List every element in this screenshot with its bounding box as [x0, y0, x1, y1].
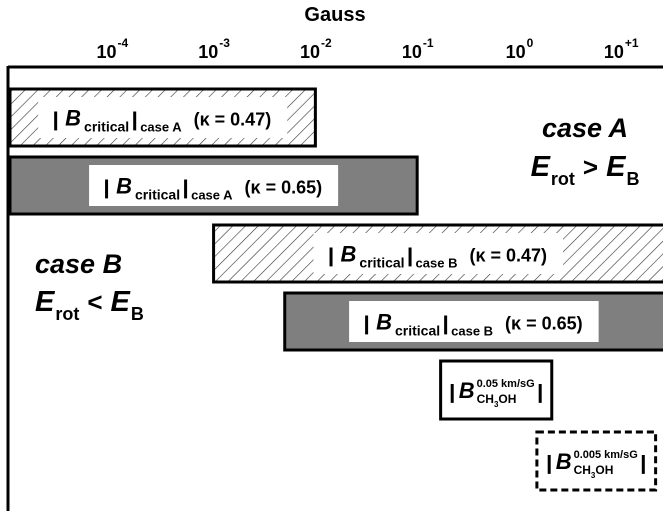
label-case: case A	[140, 120, 182, 135]
label-kappa: (κ = 0.47)	[469, 246, 547, 266]
annotation-symbol: E	[111, 286, 132, 318]
annotation-operator: >	[583, 152, 598, 182]
range-box	[535, 430, 658, 492]
label-kappa: (κ = 0.65)	[245, 178, 323, 198]
x-tick-exponent: -2	[321, 36, 332, 50]
x-tick-label: 10	[604, 42, 624, 62]
annotation-operator: <	[87, 287, 102, 317]
label-kappa: (κ = 0.65)	[505, 314, 583, 334]
label-box	[38, 97, 288, 138]
label-superscript: 0.05 km/sG	[477, 378, 535, 390]
label-symbol: B	[556, 449, 572, 474]
label-subscript: 3	[494, 400, 499, 409]
label-subscript: OH	[498, 392, 516, 406]
label-case: case B	[416, 256, 458, 271]
annotation-symbol: E	[35, 286, 56, 318]
x-tick-label: 10	[96, 42, 116, 62]
x-tick-label: 10	[198, 42, 218, 62]
x-tick-exponent: -3	[219, 36, 230, 50]
label-symbol: B	[65, 106, 81, 131]
x-tick-exponent: +1	[625, 36, 639, 50]
label-case: case A	[191, 188, 233, 203]
label-subscript: CH	[574, 463, 591, 477]
label-subscript: CH	[477, 392, 494, 406]
label-box	[89, 165, 339, 206]
x-axis-title: Gauss	[304, 4, 365, 26]
label-subscript: critical	[135, 187, 180, 203]
annotation-subscript: rot	[55, 304, 79, 324]
annotation-title: case B	[35, 249, 122, 279]
annotation-subscript: B	[131, 304, 144, 324]
label-subscript: 3	[591, 471, 596, 480]
label-kappa: (κ = 0.47)	[194, 110, 272, 130]
x-tick-exponent: 0	[527, 36, 534, 50]
label-symbol: B	[341, 242, 357, 267]
annotation-title: case A	[542, 113, 628, 143]
annotation-subscript: rot	[551, 169, 575, 189]
label-symbol: B	[376, 310, 392, 335]
x-tick-exponent: -4	[117, 36, 128, 50]
x-tick-label: 10	[506, 42, 526, 62]
x-tick-label: 10	[402, 42, 422, 62]
annotation-subscript: B	[626, 169, 639, 189]
label-case: case B	[451, 324, 493, 339]
range-box	[439, 359, 554, 421]
x-tick-label: 10	[300, 42, 320, 62]
label-subscript: critical	[395, 323, 440, 339]
label-symbol: B	[459, 378, 475, 403]
label-subscript: critical	[84, 119, 129, 135]
label-box	[313, 233, 564, 274]
annotation-symbol: E	[531, 151, 552, 183]
label-subscript: critical	[359, 255, 404, 271]
label-box	[349, 301, 599, 342]
annotation-symbol: E	[606, 151, 627, 183]
label-subscript: OH	[595, 463, 613, 477]
label-superscript: 0.005 km/sG	[574, 449, 638, 461]
label-symbol: B	[116, 174, 132, 199]
x-tick-exponent: -1	[423, 36, 434, 50]
